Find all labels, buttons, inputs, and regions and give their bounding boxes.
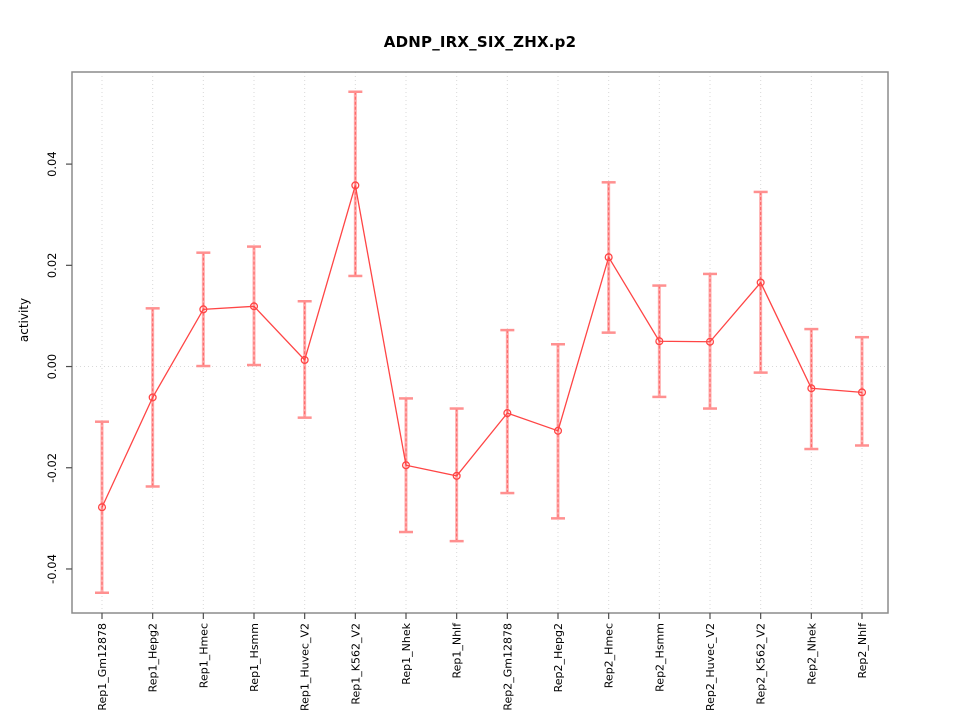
data-point-marker <box>553 426 563 435</box>
data-point-marker <box>756 278 765 287</box>
x-tick-label: Rep2_Nhlf <box>856 622 869 679</box>
x-tick-label: Rep1_Hepg2 <box>147 623 160 692</box>
x-tick-label: Rep1_Hsmm <box>248 623 261 692</box>
data-point-marker <box>351 181 360 190</box>
series-line <box>101 185 863 508</box>
data-point-marker <box>655 337 664 346</box>
y-tick-label: -0.04 <box>45 554 59 584</box>
data-point-marker <box>249 302 259 311</box>
x-tick-label: Rep2_Hepg2 <box>552 623 565 692</box>
plot-box <box>71 71 889 614</box>
chart-title: ADNP_IRX_SIX_ZHX.p2 <box>383 33 577 51</box>
y-axis-label: activity <box>17 297 31 343</box>
x-tick-label: Rep1_Gm12878 <box>96 623 109 711</box>
data-point-marker <box>705 337 715 346</box>
data-point-marker <box>503 409 512 418</box>
y-tick-label: 0.00 <box>45 354 59 380</box>
data-point-marker <box>401 461 411 470</box>
y-tick-label: 0.04 <box>45 151 59 177</box>
x-tick-label: Rep2_Gm12878 <box>501 623 514 711</box>
y-tick-label: -0.02 <box>45 453 59 483</box>
data-point-marker <box>148 393 157 402</box>
data-point-marker <box>452 471 461 480</box>
x-tick-label: Rep2_Hsmm <box>653 623 666 692</box>
x-tick-label: Rep2_Hmec <box>603 623 616 688</box>
x-tick-label: Rep1_Hmec <box>197 623 210 688</box>
y-tick-label: 0.02 <box>45 253 59 279</box>
x-tick-label: Rep1_Huvec_V2 <box>299 623 312 711</box>
x-tick-label: Rep1_Nhek <box>400 622 413 684</box>
x-tick-label: Rep1_Nhlf <box>451 622 464 679</box>
x-tick-label: Rep2_K562_V2 <box>755 623 768 705</box>
data-point-marker <box>300 355 309 365</box>
x-tick-label: Rep2_Huvec_V2 <box>704 623 717 711</box>
x-tick-label: Rep2_Nhek <box>805 622 818 684</box>
data-point-marker <box>857 388 867 397</box>
data-point-marker <box>604 253 613 262</box>
data-point-marker <box>199 305 208 314</box>
x-tick-label: Rep1_K562_V2 <box>349 623 362 705</box>
data-point-marker <box>807 384 816 393</box>
data-point-marker <box>97 503 107 512</box>
